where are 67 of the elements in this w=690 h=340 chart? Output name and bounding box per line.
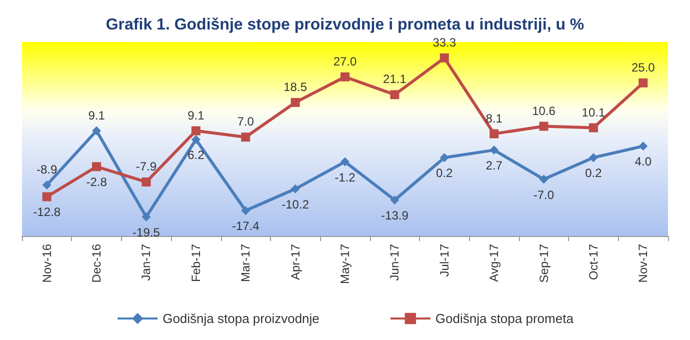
point [290, 98, 300, 107]
x-tick-label: Nov-16 [40, 244, 54, 283]
legend-label: Godišnja stopa proizvodnje [162, 311, 320, 326]
point [490, 146, 499, 155]
x-tick-label: Jun-17 [388, 244, 402, 281]
data-label: -1.2 [334, 170, 356, 184]
data-label: 4.0 [634, 154, 652, 169]
point [340, 72, 350, 82]
data-label: -2.8 [86, 175, 108, 190]
point [42, 192, 52, 202]
x-tick-label: Feb-17 [188, 244, 203, 282]
x-tick-label: Jan-17 [139, 244, 154, 281]
data-label: 7.0 [237, 114, 254, 129]
point [588, 123, 598, 132]
x-tick-label: Apr-17 [288, 244, 302, 280]
point [241, 132, 250, 142]
data-label: -7.0 [533, 188, 554, 202]
x-tick-label: Jul-17 [437, 244, 452, 277]
point [340, 157, 350, 166]
data-label: 18.5 [284, 80, 308, 94]
data-label: 27.0 [333, 54, 357, 68]
data-label: 6.2 [188, 148, 205, 162]
legend-label: Godišnja stopa prometa [435, 311, 574, 326]
point [440, 153, 449, 162]
point [142, 177, 151, 186]
chart-title: Grafik 1. Godišnje stope proizvodnje i prometa u industriji, u % [106, 16, 584, 34]
x-tick-label: May-17 [338, 244, 352, 284]
data-label: -17.4 [232, 219, 260, 234]
data-label: -13.9 [381, 208, 409, 223]
point [390, 196, 400, 205]
x-tick-label: Dec-16 [90, 244, 104, 283]
point [290, 184, 300, 194]
point [191, 126, 200, 136]
point [638, 78, 648, 88]
point [42, 180, 52, 190]
point [92, 126, 102, 136]
x-tick-label: Mar-17 [238, 244, 253, 282]
point [241, 206, 250, 216]
data-label: 10.1 [582, 105, 606, 120]
point [588, 153, 598, 162]
data-label: 9.1 [88, 108, 106, 122]
data-label: -8.9 [36, 162, 58, 176]
data-label: 21.1 [383, 72, 407, 86]
data-label: 2.7 [486, 158, 503, 173]
data-label: 0.2 [436, 166, 454, 180]
x-tick-label: Nov-17 [636, 244, 650, 283]
point [638, 142, 648, 151]
point [539, 122, 548, 131]
data-label: -19.5 [132, 225, 160, 240]
data-label: 8.1 [486, 111, 503, 126]
data-label: -12.8 [33, 205, 61, 220]
x-tick-label: Sep-17 [536, 244, 551, 283]
data-label: 10.6 [532, 104, 556, 118]
x-tick-label: Oct-17 [586, 244, 600, 280]
data-label: 9.1 [188, 108, 205, 122]
point [92, 162, 102, 172]
point [440, 53, 449, 62]
point [490, 129, 499, 138]
point [539, 174, 548, 184]
data-label: -7.9 [136, 159, 157, 174]
data-label: -10.2 [282, 197, 310, 212]
point [191, 135, 200, 144]
point [142, 212, 151, 222]
data-label: 0.2 [585, 166, 602, 180]
x-tick-label: Avg-17 [487, 244, 502, 282]
data-label: 25.0 [631, 60, 656, 74]
point [390, 90, 400, 100]
